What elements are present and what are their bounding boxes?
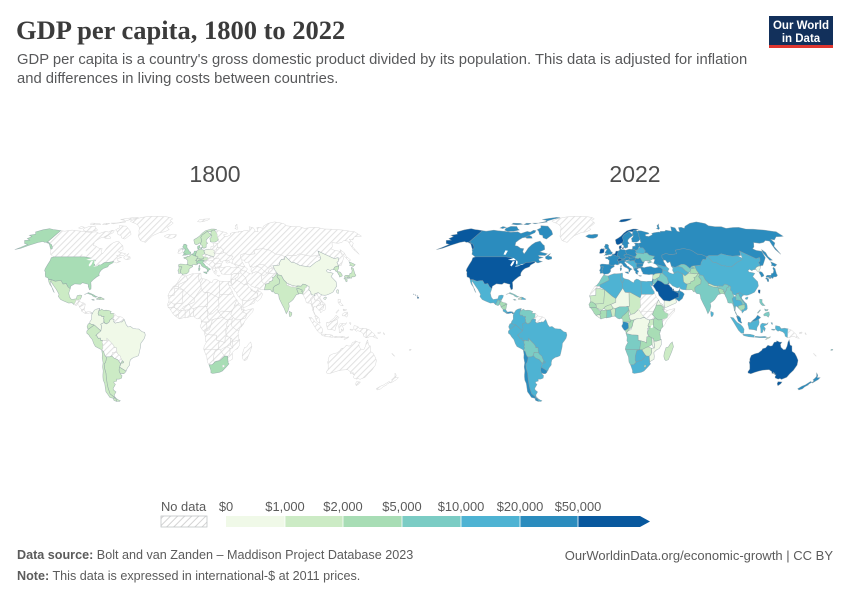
svg-text:$0: $0 [219, 499, 233, 514]
svg-text:No data: No data [161, 499, 207, 514]
svg-text:$5,000: $5,000 [382, 499, 421, 514]
svg-text:$50,000: $50,000 [555, 499, 602, 514]
svg-text:$2,000: $2,000 [323, 499, 362, 514]
svg-text:$1,000: $1,000 [265, 499, 304, 514]
svg-text:$10,000: $10,000 [438, 499, 485, 514]
svg-text:$20,000: $20,000 [497, 499, 544, 514]
